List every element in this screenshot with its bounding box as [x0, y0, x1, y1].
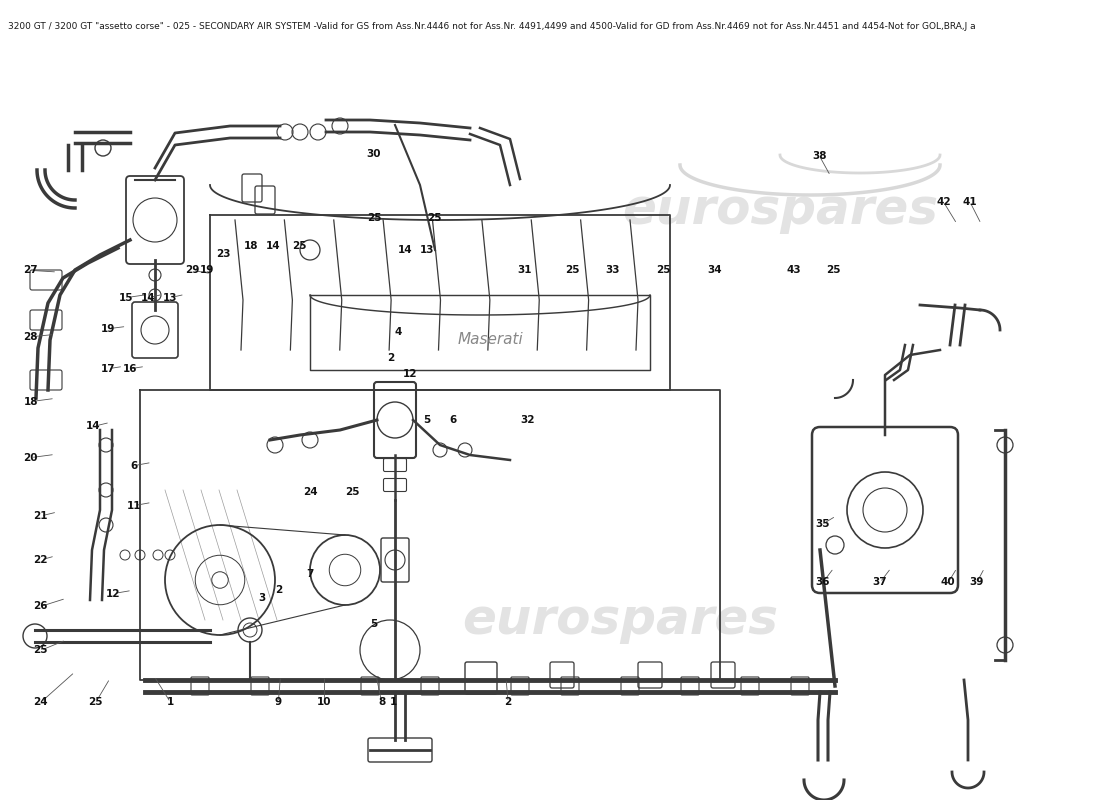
Text: 18: 18 — [23, 397, 38, 406]
Text: 17: 17 — [100, 364, 116, 374]
Text: 10: 10 — [317, 698, 332, 707]
Text: 25: 25 — [33, 646, 48, 655]
Text: eurospares: eurospares — [621, 186, 938, 234]
Text: 22: 22 — [33, 555, 48, 565]
Text: 34: 34 — [707, 266, 723, 275]
Text: Maserati: Maserati — [458, 333, 522, 347]
Text: 31: 31 — [517, 266, 532, 275]
Text: 19: 19 — [199, 266, 214, 275]
Text: 11: 11 — [126, 501, 142, 510]
Text: 25: 25 — [292, 242, 307, 251]
Text: 7: 7 — [307, 570, 314, 579]
Text: 8: 8 — [378, 698, 385, 707]
Text: 25: 25 — [344, 487, 360, 497]
Text: 12: 12 — [403, 370, 418, 379]
Text: 13: 13 — [419, 245, 435, 254]
Text: 25: 25 — [656, 266, 671, 275]
Text: 5: 5 — [424, 415, 430, 425]
Text: 35: 35 — [815, 519, 830, 529]
Text: 36: 36 — [815, 578, 830, 587]
Text: 15: 15 — [119, 293, 134, 302]
Text: 6: 6 — [450, 415, 456, 425]
Text: 4: 4 — [395, 327, 402, 337]
Text: 18: 18 — [243, 242, 258, 251]
Text: 13: 13 — [163, 293, 178, 302]
Text: 25: 25 — [427, 213, 442, 222]
Text: 3200 GT / 3200 GT "assetto corse" - 025 - SECONDARY AIR SYSTEM -Valid for GS fro: 3200 GT / 3200 GT "assetto corse" - 025 … — [8, 22, 976, 31]
Text: 14: 14 — [397, 245, 412, 254]
Text: 6: 6 — [131, 461, 138, 470]
Text: 1: 1 — [167, 698, 174, 707]
Text: 32: 32 — [520, 415, 536, 425]
Text: 38: 38 — [812, 151, 827, 161]
Text: 21: 21 — [33, 511, 48, 521]
Text: 14: 14 — [141, 293, 156, 302]
Text: 19: 19 — [100, 324, 116, 334]
Text: 26: 26 — [33, 602, 48, 611]
Text: 43: 43 — [786, 266, 802, 275]
Text: 42: 42 — [936, 198, 952, 207]
Text: 40: 40 — [940, 578, 956, 587]
Text: 33: 33 — [605, 266, 620, 275]
Text: 28: 28 — [23, 332, 38, 342]
Text: 5: 5 — [371, 619, 377, 629]
Text: 2: 2 — [387, 354, 394, 363]
Text: 39: 39 — [969, 578, 984, 587]
Text: 25: 25 — [88, 698, 103, 707]
Text: 30: 30 — [366, 149, 382, 158]
Text: 27: 27 — [23, 266, 38, 275]
Text: 41: 41 — [962, 198, 978, 207]
Text: 25: 25 — [564, 266, 580, 275]
Text: 16: 16 — [122, 364, 138, 374]
Text: 37: 37 — [872, 578, 888, 587]
Text: 23: 23 — [216, 250, 231, 259]
Text: 25: 25 — [826, 266, 842, 275]
Text: 2: 2 — [275, 586, 282, 595]
Text: 14: 14 — [86, 422, 101, 431]
Text: 1: 1 — [390, 698, 397, 707]
Text: 29: 29 — [185, 266, 200, 275]
Text: 25: 25 — [366, 213, 382, 222]
Text: 24: 24 — [302, 487, 318, 497]
Text: 20: 20 — [23, 453, 38, 462]
Text: 12: 12 — [106, 589, 121, 598]
Text: 24: 24 — [33, 698, 48, 707]
Text: 3: 3 — [258, 594, 265, 603]
Text: 9: 9 — [275, 698, 282, 707]
Text: eurospares: eurospares — [462, 596, 778, 644]
Text: 2: 2 — [505, 698, 512, 707]
Text: 14: 14 — [265, 242, 280, 251]
